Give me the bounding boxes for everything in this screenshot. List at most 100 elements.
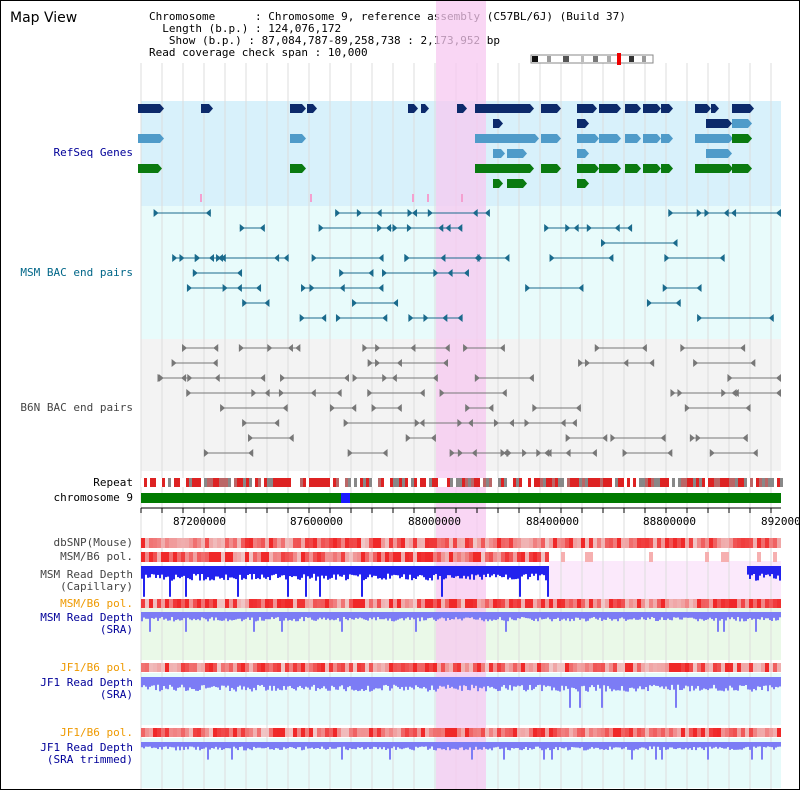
- msm-pol-heat: [261, 552, 265, 562]
- msm-sra-depth: [629, 612, 631, 620]
- msm-pol2-heat: [393, 599, 397, 608]
- dbsnp-heat: [485, 538, 489, 548]
- jf1-trim-depth: [735, 742, 737, 750]
- msm-capillary-depth: [749, 566, 751, 579]
- track-label-chromosome[interactable]: chromosome 9: [53, 491, 133, 504]
- msm-capillary-depth: [303, 566, 305, 575]
- msm-sra-depth: [489, 612, 491, 620]
- jf1-sra-depth: [261, 677, 263, 685]
- jf1-pol2-heat: [777, 728, 781, 737]
- msm-pol-heat: [505, 552, 509, 562]
- jf1-trim-depth: [497, 742, 499, 747]
- b6n-bac-pair-end: [449, 449, 455, 457]
- dbsnp-heat: [609, 538, 613, 548]
- jf1-sra-depth: [487, 677, 489, 687]
- repeat-mark: [507, 478, 510, 487]
- gene-block: [290, 104, 302, 113]
- jf1-pol-heat: [549, 663, 553, 672]
- track-label-msm-depth-cap-1[interactable]: MSM Read Depth: [40, 568, 133, 581]
- length-label: Length (b.p.): [162, 22, 249, 35]
- msm-pol2-heat: [441, 599, 445, 608]
- msm-pol2-heat: [473, 599, 477, 608]
- track-label-msm-depth-cap-2[interactable]: (Capillary): [60, 580, 133, 593]
- msm-bac-pair-end: [427, 209, 433, 217]
- track-label-jf1-depth-trim-1[interactable]: JF1 Read Depth: [40, 741, 133, 754]
- track-label-jf1-depth-trim-2[interactable]: (SRA trimmed): [46, 753, 133, 766]
- msm-pol2-heat: [177, 599, 181, 608]
- repeat-mark: [630, 478, 633, 487]
- track-label-msm-b6-pol-2[interactable]: MSM/B6 pol.: [60, 597, 133, 610]
- track-label-msm-depth-sra-2[interactable]: (SRA): [99, 623, 133, 636]
- jf1-trim-depth: [389, 742, 391, 760]
- jf1-pol2-heat: [665, 728, 669, 737]
- track-label-refseq[interactable]: RefSeq Genes: [53, 146, 133, 159]
- repeat-mark: [771, 478, 774, 487]
- msm-pol-heat: [449, 552, 453, 562]
- track-label-jf1-b6-pol-2[interactable]: JF1/B6 pol.: [60, 726, 133, 739]
- jf1-sra-depth: [411, 677, 413, 688]
- msm-sra-depth: [529, 612, 531, 619]
- jf1-trim-depth: [209, 742, 211, 750]
- jf1-sra-depth: [651, 677, 653, 687]
- track-label-msm-depth-sra-1[interactable]: MSM Read Depth: [40, 611, 133, 624]
- msm-capillary-depth: [227, 566, 229, 581]
- ideogram: [530, 54, 654, 64]
- msm-capillary-depth: [141, 566, 143, 579]
- msm-pol-heat: [589, 552, 593, 562]
- repeat-mark: [729, 478, 732, 487]
- msm-capillary-depth: [259, 566, 261, 580]
- jf1-sra-depth: [245, 677, 247, 691]
- msm-pol-heat: [365, 552, 369, 562]
- jf1-pol-heat: [217, 663, 221, 672]
- msm-capillary-depth: [477, 566, 479, 575]
- ideogram-band: [593, 56, 598, 62]
- msm-capillary-depth: [405, 566, 407, 580]
- track-label-msm-b6-pol-1[interactable]: MSM/B6 pol.: [60, 550, 133, 563]
- jf1-trim-depth: [599, 742, 601, 750]
- jf1-pol2-heat: [145, 728, 149, 737]
- track-label-jf1-depth-sra-2[interactable]: (SRA): [99, 688, 133, 701]
- msm-sra-depth: [617, 612, 619, 622]
- jf1-pol-heat: [533, 663, 537, 672]
- jf1-pol2-heat: [449, 728, 453, 737]
- msm-pol-heat: [465, 552, 469, 562]
- jf1-pol2-heat: [161, 728, 165, 737]
- msm-pol-heat: [757, 552, 761, 562]
- msm-pol-heat: [381, 552, 385, 562]
- jf1-sra-depth: [243, 677, 245, 687]
- track-label-b6n-bac[interactable]: B6N BAC end pairs: [20, 401, 133, 414]
- track-label-repeat[interactable]: Repeat: [93, 476, 133, 489]
- dbsnp-heat: [329, 538, 333, 548]
- msm-pol-heat: [561, 552, 565, 562]
- repeat-mark: [261, 478, 264, 487]
- track-label-jf1-depth-sra-1[interactable]: JF1 Read Depth: [40, 676, 133, 689]
- msm-bac-pair-end: [339, 269, 345, 277]
- b6n-bac-pair-end: [405, 434, 411, 442]
- jf1-trim-depth: [327, 742, 329, 750]
- jf1-pol-heat: [425, 663, 429, 672]
- msm-capillary-depth: [359, 566, 361, 575]
- gene-tick: [412, 194, 414, 202]
- jf1-pol-heat: [757, 663, 761, 672]
- dbsnp-heat: [177, 538, 181, 548]
- jf1-sra-depth: [307, 677, 309, 688]
- msm-sra-depth: [267, 612, 269, 620]
- jf1-pol-heat: [189, 663, 193, 672]
- msm-pol-heat: [773, 552, 777, 562]
- msm-pol-heat: [313, 552, 317, 562]
- track-label-msm-bac[interactable]: MSM BAC end pairs: [20, 266, 133, 279]
- msm-sra-depth: [199, 612, 201, 621]
- msm-pol-heat: [401, 552, 405, 562]
- jf1-sra-depth: [709, 677, 711, 689]
- jf1-trim-depth: [179, 742, 181, 751]
- jf1-pol2-heat: [753, 728, 757, 737]
- jf1-sra-depth: [531, 677, 533, 691]
- jf1-sra-depth: [641, 677, 643, 690]
- dbsnp-heat: [421, 538, 425, 548]
- msm-pol2-heat: [549, 599, 553, 608]
- jf1-sra-depth: [321, 677, 323, 689]
- track-label-dbsnp[interactable]: dbSNP(Mouse): [53, 536, 133, 549]
- jf1-trim-depth: [181, 742, 183, 747]
- track-label-jf1-b6-pol-1[interactable]: JF1/B6 pol.: [60, 661, 133, 674]
